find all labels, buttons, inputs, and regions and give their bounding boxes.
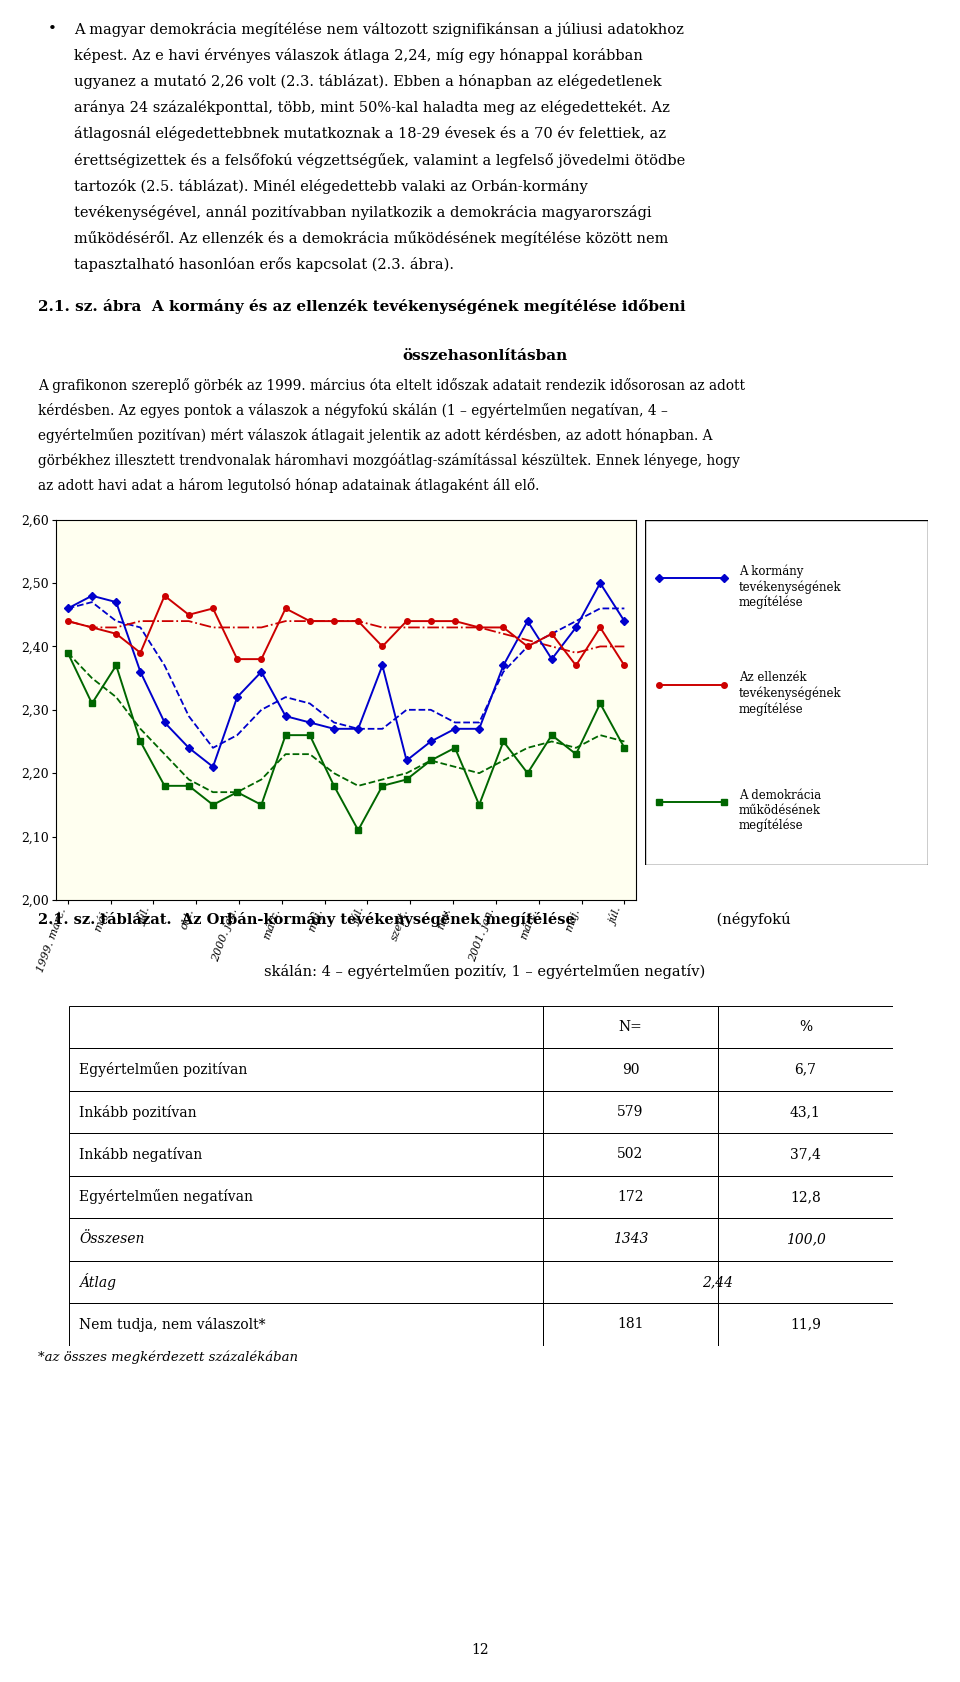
Text: skálán: 4 – egyértelműen pozitív, 1 – egyértelműen negatív): skálán: 4 – egyértelműen pozitív, 1 – eg…: [264, 964, 706, 979]
Text: 12: 12: [471, 1643, 489, 1657]
Text: Egyértelműen negatívan: Egyértelműen negatívan: [79, 1189, 253, 1204]
Text: tevékenységével, annál pozitívabban nyilatkozik a demokrácia magyarországi: tevékenységével, annál pozitívabban nyil…: [74, 205, 652, 220]
Text: %: %: [799, 1019, 812, 1034]
Text: összehasonlításban: összehasonlításban: [402, 348, 567, 363]
Text: Inkább pozitívan: Inkább pozitívan: [79, 1105, 197, 1120]
Text: aránya 24 százalékponttal, több, mint 50%-kal haladta meg az elégedettekét. Az: aránya 24 százalékponttal, több, mint 50…: [74, 101, 670, 116]
Bar: [69, 1176, 542, 1218]
Bar: [542, 1048, 718, 1092]
Bar: [542, 1304, 718, 1346]
Bar: [542, 1218, 718, 1262]
Text: *az összes megkérdezett százalékában: *az összes megkérdezett százalékában: [38, 1351, 299, 1364]
Bar: [718, 1218, 893, 1262]
Text: 12,8: 12,8: [790, 1189, 821, 1204]
Text: működéséről. Az ellenzék és a demokrácia működésének megítélése között nem: működéséről. Az ellenzék és a demokrácia…: [74, 230, 668, 246]
Text: A magyar demokrácia megítélése nem változott szignifikánsan a júliusi adatokhoz: A magyar demokrácia megítélése nem válto…: [74, 22, 684, 37]
Text: 579: 579: [617, 1105, 643, 1119]
Text: 172: 172: [617, 1189, 644, 1204]
Text: Nem tudja, nem válaszolt*: Nem tudja, nem válaszolt*: [79, 1317, 266, 1332]
Bar: [718, 1048, 893, 1092]
Text: érettségizettek és a felsőfokú végzettségűek, valamint a legfelső jövedelmi ötöd: érettségizettek és a felsőfokú végzettsé…: [74, 153, 685, 168]
Bar: [69, 1090, 542, 1134]
Bar: [69, 1006, 542, 1048]
Text: 100,0: 100,0: [785, 1233, 826, 1246]
Text: tapasztalható hasonlóan erős kapcsolat (2.3. ábra).: tapasztalható hasonlóan erős kapcsolat (…: [74, 257, 454, 272]
Text: •: •: [47, 22, 57, 37]
Text: (négyfokú: (négyfokú: [712, 912, 791, 927]
Text: A grafikonon szereplő görbék az 1999. március óta eltelt időszak adatait rendezi: A grafikonon szereplő görbék az 1999. má…: [38, 378, 745, 394]
Bar: [69, 1134, 542, 1176]
Text: kérdésben. Az egyes pontok a válaszok a négyfokú skálán (1 – egyértelműen negatí: kérdésben. Az egyes pontok a válaszok a …: [38, 404, 668, 419]
Bar: [542, 1006, 718, 1048]
Bar: [542, 1090, 718, 1134]
Bar: [718, 1304, 893, 1346]
Bar: [69, 1262, 542, 1304]
Text: egyértelműen pozitívan) mért válaszok átlagait jelentik az adott kérdésben, az a: egyértelműen pozitívan) mért válaszok át…: [38, 429, 713, 444]
Text: Az ellenzék
tevékenységének
megítélése: Az ellenzék tevékenységének megítélése: [738, 671, 841, 715]
Bar: [69, 1218, 542, 1262]
Text: 37,4: 37,4: [790, 1147, 821, 1162]
Bar: [718, 1134, 893, 1176]
Bar: [69, 1048, 542, 1092]
Bar: [542, 1176, 718, 1218]
Text: Átlag: Átlag: [79, 1273, 116, 1290]
Text: 2,44: 2,44: [703, 1275, 733, 1288]
Text: Inkább negatívan: Inkább negatívan: [79, 1147, 203, 1162]
Text: 1343: 1343: [612, 1233, 648, 1246]
Text: képest. Az e havi érvényes válaszok átlaga 2,24, míg egy hónappal korábban: képest. Az e havi érvényes válaszok átla…: [74, 49, 643, 64]
Bar: [542, 1134, 718, 1176]
Text: az adott havi adat a három legutolsó hónap adatainak átlagaként áll elő.: az adott havi adat a három legutolsó hón…: [38, 478, 540, 493]
Bar: [718, 1006, 893, 1048]
Text: 6,7: 6,7: [795, 1063, 817, 1076]
Bar: [69, 1304, 542, 1346]
Text: Egyértelműen pozitívan: Egyértelműen pozitívan: [79, 1061, 248, 1076]
Text: Összesen: Összesen: [79, 1233, 144, 1246]
Text: átlagosnál elégedettebbnek mutatkoznak a 18-29 évesek és a 70 év felettiek, az: átlagosnál elégedettebbnek mutatkoznak a…: [74, 126, 666, 141]
Text: 2.1. sz. ábra  A kormány és az ellenzék tevékenységének megítélése időbeni: 2.1. sz. ábra A kormány és az ellenzék t…: [38, 299, 686, 315]
Bar: [718, 1090, 893, 1134]
Text: A demokrácia
működésének
megítélése: A demokrácia működésének megítélése: [738, 789, 821, 833]
Text: 181: 181: [617, 1317, 644, 1332]
Bar: [718, 1262, 893, 1304]
Text: N=: N=: [618, 1019, 642, 1034]
Text: 11,9: 11,9: [790, 1317, 821, 1332]
Text: A kormány
tevékenységének
megítélése: A kormány tevékenységének megítélése: [738, 565, 841, 609]
Bar: [718, 1176, 893, 1218]
Text: tartozók (2.5. táblázat). Minél elégedettebb valaki az Orbán-kormány: tartozók (2.5. táblázat). Minél elégedet…: [74, 178, 588, 193]
Text: 502: 502: [617, 1147, 643, 1162]
Text: 43,1: 43,1: [790, 1105, 821, 1119]
FancyBboxPatch shape: [645, 520, 928, 865]
Text: ugyanez a mutató 2,26 volt (2.3. táblázat). Ebben a hónapban az elégedetlenek: ugyanez a mutató 2,26 volt (2.3. tábláza…: [74, 74, 661, 89]
Text: 90: 90: [622, 1063, 639, 1076]
Text: görbékhez illesztett trendvonalak háromhavi mozgóátlag-számítással készültek. En: görbékhez illesztett trendvonalak háromh…: [38, 452, 740, 468]
Bar: [542, 1262, 718, 1304]
Text: 2.1. sz. táblázat.  Az Orbán-kormány tevékenységének megítélése: 2.1. sz. táblázat. Az Orbán-kormány tevé…: [38, 912, 575, 927]
